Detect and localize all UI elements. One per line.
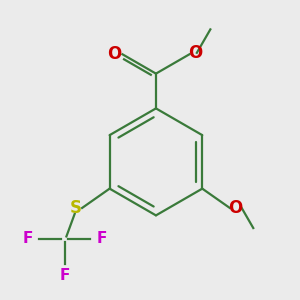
Text: F: F <box>60 268 70 283</box>
Text: O: O <box>229 199 243 217</box>
Text: O: O <box>107 45 121 63</box>
Text: S: S <box>70 199 82 217</box>
Text: F: F <box>97 231 107 246</box>
Text: O: O <box>188 44 202 62</box>
Text: F: F <box>23 231 33 246</box>
